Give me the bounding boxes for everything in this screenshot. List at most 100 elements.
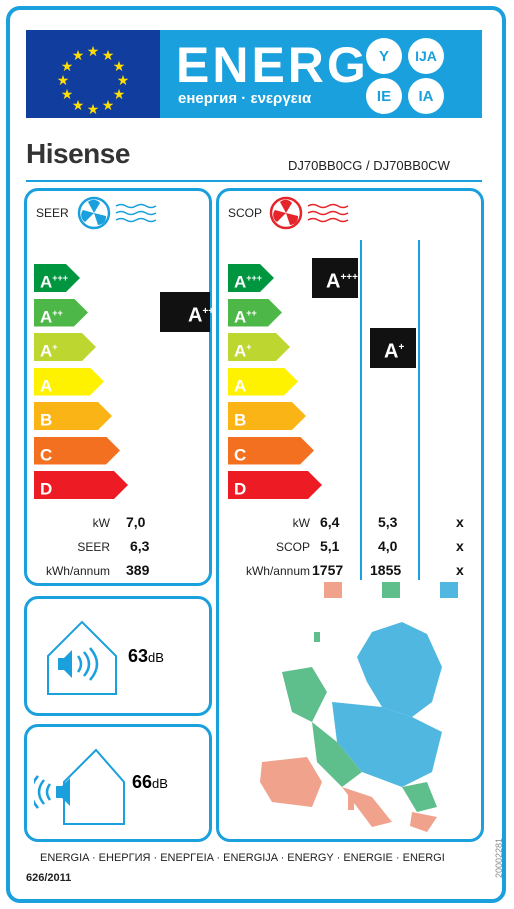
model-number: DJ70BB0CG / DJ70BB0CW bbox=[288, 158, 450, 173]
svg-text:★: ★ bbox=[102, 48, 115, 64]
heating-annum-warm: 1757 bbox=[312, 562, 344, 578]
lang-code-y: Y bbox=[366, 38, 402, 74]
heating-scop-cold: x bbox=[456, 538, 464, 554]
cooling-class-arrow: A bbox=[34, 368, 104, 396]
indoor-noise-value: 63dB bbox=[128, 646, 164, 667]
heating-kw-cold: x bbox=[456, 514, 464, 530]
svg-text:★: ★ bbox=[61, 87, 74, 103]
eu-flag: ★ ★ ★ ★ ★ ★ ★ ★ ★ ★ ★ ★ bbox=[26, 30, 160, 118]
cooling-panel bbox=[24, 188, 212, 586]
cooling-class-label: A bbox=[40, 307, 53, 327]
heating-annum-average: 1855 bbox=[370, 562, 402, 578]
cooling-class-label: C bbox=[40, 445, 53, 465]
lang-code-ija: IJA bbox=[408, 38, 444, 74]
cooling-class-label: D bbox=[40, 479, 53, 499]
zone-swatch-average bbox=[382, 582, 400, 598]
outdoor-noise-number: 66 bbox=[132, 772, 153, 792]
zone-swatch-warm bbox=[324, 582, 342, 598]
heating-scop-average: 4,0 bbox=[378, 538, 398, 554]
heating-class-label: A bbox=[234, 376, 247, 396]
heating-class-arrow: A bbox=[228, 368, 298, 396]
cooling-class-label: A bbox=[40, 341, 53, 361]
svg-text:★: ★ bbox=[102, 98, 115, 114]
svg-text:★: ★ bbox=[117, 73, 130, 89]
indoor-speaker-icon bbox=[47, 620, 117, 695]
cooling-class-arrow: C bbox=[34, 437, 120, 465]
heating-class-sup: +++ bbox=[246, 273, 263, 283]
heating-class-label: C bbox=[234, 445, 247, 465]
svg-text:★: ★ bbox=[57, 73, 70, 89]
heating-average-rating-sup: + bbox=[398, 342, 405, 353]
heating-class-label: A bbox=[234, 272, 247, 292]
heating-class-arrow: C bbox=[228, 437, 314, 465]
cooling-kw-label: kW bbox=[92, 516, 110, 530]
divider bbox=[26, 180, 482, 182]
heating-class-label: D bbox=[234, 479, 247, 499]
label-code: 20002281 bbox=[494, 837, 504, 878]
lang-code-ie: IE bbox=[366, 78, 402, 114]
cooling-kw-value: 7,0 bbox=[126, 514, 146, 530]
svg-text:★: ★ bbox=[87, 102, 100, 118]
heating-class-label: A bbox=[234, 307, 247, 327]
heating-class-arrow: A+ bbox=[228, 333, 290, 361]
zone-divider-2 bbox=[418, 240, 420, 580]
svg-text:★: ★ bbox=[113, 59, 126, 75]
cooling-class-label: A bbox=[40, 272, 53, 292]
heating-average-rating-marker: A+ bbox=[370, 328, 416, 368]
heating-kw-warm: 6,4 bbox=[320, 514, 340, 530]
heating-panel bbox=[216, 188, 484, 842]
heating-class-sup: + bbox=[246, 342, 252, 352]
cooling-class-sup: +++ bbox=[52, 273, 69, 283]
cooling-class-arrow: A+ bbox=[34, 333, 96, 361]
cooling-seer-value: 6,3 bbox=[130, 538, 150, 554]
cooling-class-sup: + bbox=[52, 342, 58, 352]
cooling-fan-icon bbox=[77, 196, 157, 230]
lang-code-ia: IA bbox=[408, 78, 444, 114]
cooling-class-arrow: D bbox=[34, 471, 128, 499]
indoor-noise-panel bbox=[24, 596, 212, 716]
footer-languages: ENERGIA · ЕНЕРГИЯ · ΕΝΕΡΓΕΙΑ · ENERGIJA … bbox=[40, 852, 445, 864]
heating-average-rating-label: A bbox=[384, 340, 399, 363]
heating-scop-warm: 5,1 bbox=[320, 538, 340, 554]
heating-class-label: B bbox=[234, 410, 247, 430]
svg-text:★: ★ bbox=[72, 98, 85, 114]
heating-warm-rating-sup: +++ bbox=[340, 272, 358, 283]
cooling-annum-label: kWh/annum bbox=[45, 564, 110, 578]
svg-text:★: ★ bbox=[87, 44, 100, 60]
cooling-class-label: A bbox=[40, 376, 53, 396]
europe-climate-map bbox=[260, 622, 442, 832]
indoor-noise-unit: dB bbox=[148, 650, 164, 665]
svg-text:★: ★ bbox=[113, 87, 126, 103]
eu-stars-icon: ★ ★★ ★★★ ★★★ ★★★ bbox=[57, 44, 130, 118]
heating-class-sup: ++ bbox=[246, 307, 257, 318]
cooling-annum-value: 389 bbox=[126, 562, 150, 578]
svg-text:★: ★ bbox=[61, 59, 74, 75]
energy-subtitle: енергия · ενεργεια bbox=[178, 90, 312, 107]
heating-fan-icon bbox=[269, 196, 349, 230]
zone-divider-1 bbox=[360, 240, 362, 580]
heating-class-label: A bbox=[234, 341, 247, 361]
heating-warm-rating-marker: A+++ bbox=[312, 258, 358, 298]
cooling-rating-sup: ++ bbox=[202, 306, 215, 317]
heating-annum-cold: x bbox=[456, 562, 464, 578]
outdoor-speaker-icon bbox=[34, 748, 125, 825]
heating-scop-label: SCOP bbox=[275, 540, 310, 554]
cooling-class-arrow: B bbox=[34, 402, 112, 430]
cooling-rating-label: A bbox=[188, 304, 203, 327]
indoor-noise-number: 63 bbox=[128, 646, 149, 666]
label-frame bbox=[6, 6, 506, 903]
cooling-seer-label: SEER bbox=[77, 540, 110, 554]
heating-kw-average: 5,3 bbox=[378, 514, 398, 530]
heating-annum-label: kWh/annum bbox=[245, 564, 310, 578]
heating-kw-label: kW bbox=[292, 516, 310, 530]
outdoor-noise-value: 66dB bbox=[132, 772, 168, 793]
scop-caption: SCOP bbox=[228, 206, 263, 220]
heating-class-arrow: B bbox=[228, 402, 306, 430]
regulation-number: 626/2011 bbox=[26, 872, 72, 884]
cooling-class-sup: ++ bbox=[52, 307, 63, 318]
cooling-rating-marker: A++ bbox=[160, 292, 214, 332]
heating-class-arrow: D bbox=[228, 471, 322, 499]
zone-swatch-cold bbox=[440, 582, 458, 598]
seer-caption: SEER bbox=[36, 206, 69, 220]
brand-logo: Hisense bbox=[26, 138, 130, 169]
